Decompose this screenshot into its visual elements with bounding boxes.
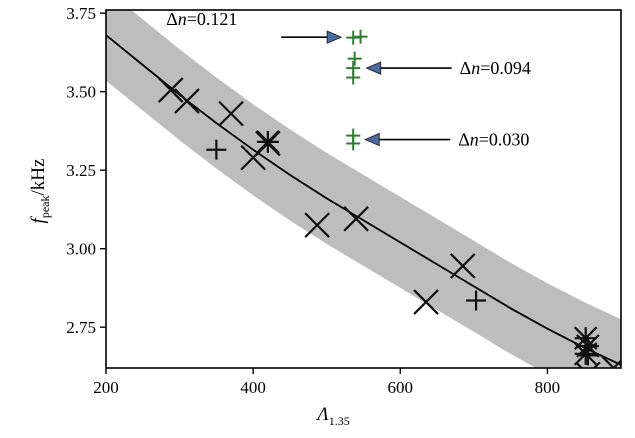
data-point-plus bbox=[206, 139, 227, 160]
x-axis-title-sub: 1.35 bbox=[329, 414, 350, 428]
x-axis-title-main: Λ bbox=[315, 404, 329, 425]
data-point-star bbox=[576, 334, 600, 358]
annotation-label-var: n bbox=[471, 58, 480, 78]
annotation-label: Δn=0.030 bbox=[458, 130, 529, 150]
y-axis-title-sub: peak bbox=[38, 196, 52, 219]
data-point-x bbox=[304, 212, 330, 238]
data-point-x bbox=[218, 100, 244, 127]
x-axis-ticks: 200 400 600 800 bbox=[93, 368, 560, 397]
x-tick-label: 800 bbox=[535, 378, 561, 397]
data-point-x bbox=[600, 355, 621, 368]
data-point-x bbox=[413, 289, 439, 315]
y-tick-label: 3.25 bbox=[66, 161, 96, 180]
x-tick-label: 200 bbox=[93, 378, 119, 397]
annotation-label-value: =0.030 bbox=[479, 130, 530, 150]
y-axis-ticks: 2.75 3.00 3.25 3.50 3.75 bbox=[66, 4, 106, 337]
y-tick-label: 3.75 bbox=[66, 4, 96, 23]
annotation-label-value: =0.121 bbox=[187, 9, 238, 29]
annotation-label-value: =0.094 bbox=[480, 58, 531, 78]
fit-confidence-band bbox=[106, 10, 621, 368]
annotation-arrow bbox=[281, 30, 343, 44]
annotation-label-delta: Δ bbox=[458, 130, 470, 150]
annotation-label: Δn=0.121 bbox=[166, 9, 237, 29]
data-markers bbox=[157, 77, 621, 368]
y-axis-title-suffix: /kHz bbox=[28, 159, 49, 196]
annotation-arrow bbox=[363, 132, 451, 147]
data-point-x bbox=[450, 253, 476, 279]
x-tick-label: 400 bbox=[240, 378, 266, 397]
data-point-star bbox=[256, 130, 280, 154]
data-point-x bbox=[575, 361, 601, 368]
annotation-point bbox=[346, 136, 361, 151]
fit-curve bbox=[106, 34, 621, 366]
annotations bbox=[346, 29, 368, 151]
data-point-plus bbox=[466, 290, 487, 311]
annotation-label-delta: Δ bbox=[166, 9, 178, 29]
y-tick-label: 3.50 bbox=[66, 83, 96, 102]
data-point-x bbox=[157, 77, 184, 103]
data-point-x bbox=[343, 206, 369, 232]
annotation-label-var: n bbox=[470, 130, 479, 150]
annotation-label-var: n bbox=[178, 9, 187, 29]
y-axis-title: fpeak/kHz bbox=[28, 159, 52, 224]
annotation-arrow bbox=[365, 61, 452, 75]
plot-area bbox=[106, 10, 621, 368]
data-point-x bbox=[174, 88, 200, 114]
x-axis-title: Λ1.35 bbox=[315, 404, 349, 428]
y-tick-label: 3.00 bbox=[66, 240, 96, 259]
y-axis-title-main: f bbox=[28, 215, 49, 223]
plot-frame bbox=[105, 9, 622, 369]
annotation-point bbox=[347, 51, 362, 66]
x-tick-label: 600 bbox=[388, 378, 414, 397]
annotation-label-delta: Δ bbox=[460, 58, 472, 78]
y-tick-label: 2.75 bbox=[66, 318, 96, 337]
annotation-point bbox=[346, 70, 361, 85]
annotation-point bbox=[353, 29, 368, 44]
annotation-label: Δn=0.094 bbox=[460, 58, 531, 78]
